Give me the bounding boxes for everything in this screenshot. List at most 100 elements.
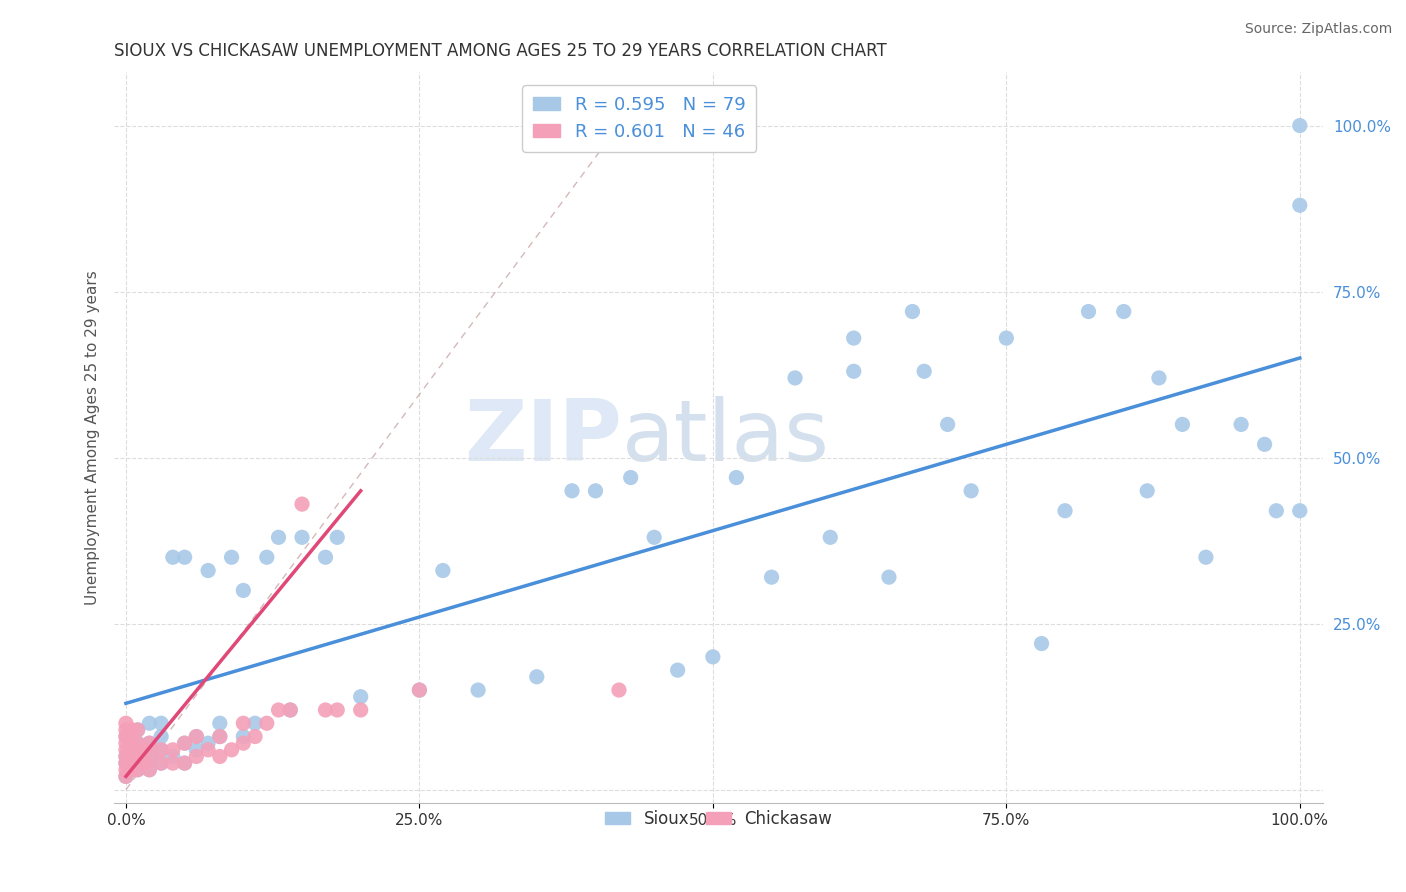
Point	[208, 749, 231, 764]
Point	[115, 716, 138, 731]
Point	[243, 730, 266, 744]
Point	[138, 749, 160, 764]
Point	[115, 769, 138, 783]
Point	[121, 736, 143, 750]
Point	[408, 683, 430, 698]
Point	[127, 763, 149, 777]
Point	[132, 743, 155, 757]
Point	[115, 730, 138, 744]
Point	[121, 763, 143, 777]
Point	[432, 564, 454, 578]
Point	[607, 683, 630, 698]
Point	[256, 716, 278, 731]
Text: ZIP: ZIP	[464, 396, 621, 479]
Point	[936, 417, 959, 432]
Point	[115, 756, 138, 771]
Point	[173, 756, 195, 771]
Point	[1288, 504, 1310, 518]
Point	[208, 730, 231, 744]
Point	[1288, 119, 1310, 133]
Point	[783, 371, 806, 385]
Point	[197, 736, 219, 750]
Point	[1077, 304, 1099, 318]
Point	[1053, 504, 1076, 518]
Point	[221, 743, 243, 757]
Point	[115, 749, 138, 764]
Point	[162, 743, 184, 757]
Point	[150, 756, 173, 771]
Point	[208, 730, 231, 744]
Point	[256, 550, 278, 565]
Point	[232, 716, 254, 731]
Point	[291, 497, 314, 511]
Point	[138, 716, 160, 731]
Y-axis label: Unemployment Among Ages 25 to 29 years: Unemployment Among Ages 25 to 29 years	[86, 270, 100, 605]
Point	[115, 736, 138, 750]
Point	[561, 483, 583, 498]
Point	[115, 749, 138, 764]
Point	[912, 364, 935, 378]
Point	[1031, 636, 1053, 650]
Point	[138, 736, 160, 750]
Point	[121, 749, 143, 764]
Point	[643, 530, 665, 544]
Point	[278, 703, 301, 717]
Point	[1230, 417, 1253, 432]
Point	[115, 730, 138, 744]
Point	[842, 331, 865, 345]
Point	[232, 736, 254, 750]
Point	[173, 736, 195, 750]
Point	[326, 530, 349, 544]
Point	[132, 756, 155, 771]
Point	[121, 763, 143, 777]
Point	[162, 756, 184, 771]
Point	[138, 736, 160, 750]
Point	[197, 564, 219, 578]
Point	[232, 730, 254, 744]
Point	[1195, 550, 1218, 565]
Point	[127, 736, 149, 750]
Point	[350, 703, 373, 717]
Point	[901, 304, 924, 318]
Point	[1288, 198, 1310, 212]
Point	[132, 756, 155, 771]
Point	[150, 743, 173, 757]
Point	[115, 743, 138, 757]
Point	[232, 583, 254, 598]
Point	[725, 470, 748, 484]
Point	[121, 749, 143, 764]
Point	[620, 470, 643, 484]
Point	[115, 756, 138, 771]
Point	[115, 769, 138, 783]
Point	[995, 331, 1018, 345]
Point	[350, 690, 373, 704]
Point	[842, 364, 865, 378]
Point	[150, 716, 173, 731]
Text: Source: ZipAtlas.com: Source: ZipAtlas.com	[1244, 22, 1392, 37]
Point	[127, 736, 149, 750]
Point	[221, 550, 243, 565]
Point	[186, 730, 208, 744]
Point	[115, 763, 138, 777]
Point	[138, 749, 160, 764]
Point	[243, 716, 266, 731]
Point	[1253, 437, 1275, 451]
Point	[186, 730, 208, 744]
Point	[186, 743, 208, 757]
Point	[132, 743, 155, 757]
Point	[150, 756, 173, 771]
Point	[467, 683, 489, 698]
Point	[314, 550, 336, 565]
Point	[173, 550, 195, 565]
Point	[326, 703, 349, 717]
Point	[267, 703, 290, 717]
Point	[877, 570, 900, 584]
Point	[761, 570, 783, 584]
Point	[150, 743, 173, 757]
Point	[197, 743, 219, 757]
Point	[173, 756, 195, 771]
Point	[127, 749, 149, 764]
Point	[666, 663, 689, 677]
Point	[291, 530, 314, 544]
Point	[121, 723, 143, 737]
